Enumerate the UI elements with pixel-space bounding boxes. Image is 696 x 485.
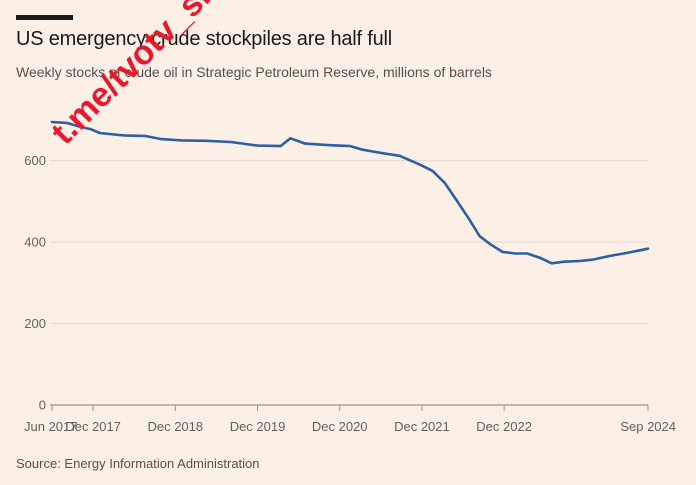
x-tick-label: Sep 2024 [620, 419, 676, 434]
series-layer [50, 120, 650, 265]
y-tick-label: 0 [39, 398, 46, 413]
x-tick-label: Dec 2019 [230, 419, 286, 434]
x-tick-label: Dec 2017 [65, 419, 121, 434]
chart-title: US emergency crude stockpiles are half f… [16, 28, 393, 50]
title-rule [16, 15, 73, 20]
y-tick-label: 600 [24, 153, 46, 168]
x-tick-label: Jun 2017 [24, 419, 78, 434]
x-tick-label: Dec 2020 [312, 419, 368, 434]
chart-subtitle: Weekly stocks of crude oil in Strategic … [16, 64, 492, 80]
y-tick-label: 400 [24, 235, 46, 250]
y-tick-label: 200 [24, 316, 46, 331]
x-tick-label: Dec 2021 [394, 419, 450, 434]
grid-layer [50, 160, 648, 406]
x-tick-label: Dec 2022 [476, 419, 532, 434]
chart-source: Source: Energy Information Administratio… [16, 456, 260, 471]
x-tick-label: Dec 2018 [147, 419, 203, 434]
series-line [50, 120, 650, 265]
